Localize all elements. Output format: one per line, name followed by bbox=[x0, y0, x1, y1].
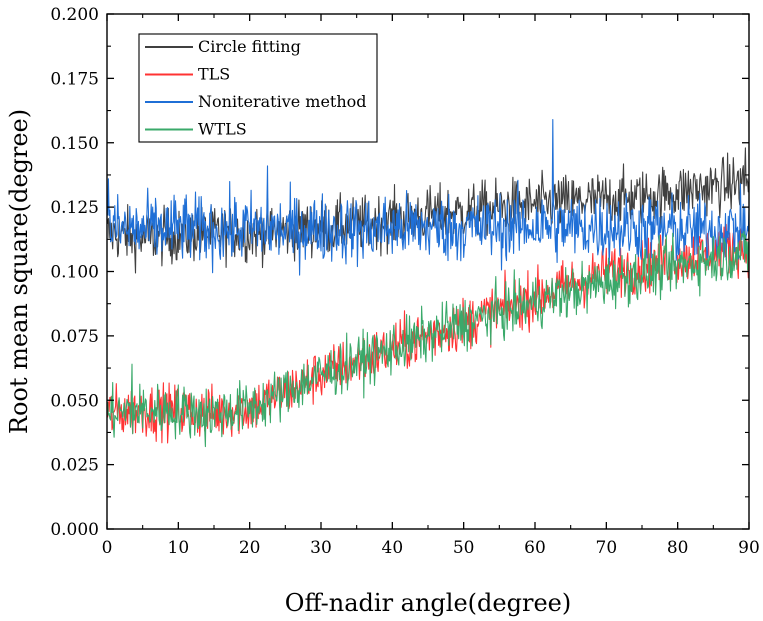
series-layer bbox=[106, 119, 750, 448]
legend: Circle fitting TLS Noniterative method WTLS bbox=[138, 33, 378, 143]
x-tick-label: 0 bbox=[102, 538, 113, 558]
legend-label-noniterative-method: Noniterative method bbox=[198, 92, 367, 111]
y-tick-label: 0.050 bbox=[50, 391, 99, 411]
x-tick-label: 50 bbox=[453, 538, 475, 558]
x-tick-label: 70 bbox=[596, 538, 618, 558]
legend-label-wtls: WTLS bbox=[198, 120, 247, 139]
x-tick-label: 40 bbox=[382, 538, 404, 558]
series-line-wtls bbox=[106, 231, 750, 448]
y-axis-title: Root mean square(degree) bbox=[5, 109, 33, 434]
x-tick-label: 90 bbox=[738, 538, 760, 558]
axes-layer bbox=[106, 13, 750, 530]
y-tick-label: 0.000 bbox=[50, 520, 99, 540]
x-tick-label: 80 bbox=[667, 538, 689, 558]
x-tick-label: 10 bbox=[168, 538, 190, 558]
labels-layer: 0.000 0.025 0.050 0.075 0.100 0.125 0.150 0.175… bbox=[50, 5, 759, 558]
x-tick-label: 20 bbox=[239, 538, 261, 558]
legend-box bbox=[138, 33, 378, 143]
x-axis-title: Off-nadir angle(degree) bbox=[285, 589, 571, 617]
y-tick-label: 0.125 bbox=[50, 198, 99, 218]
y-tick-label: 0.025 bbox=[50, 456, 99, 476]
legend-label-circle-fitting: Circle fitting bbox=[198, 37, 301, 56]
series-line-noniterative-method bbox=[106, 119, 750, 276]
y-tick-label: 0.100 bbox=[50, 263, 99, 283]
x-tick-label: 60 bbox=[524, 538, 546, 558]
y-tick-label: 0.200 bbox=[50, 5, 99, 25]
x-tick-label: 30 bbox=[310, 538, 332, 558]
y-tick-label: 0.150 bbox=[50, 134, 99, 154]
legend-label-tls: TLS bbox=[198, 65, 230, 84]
y-tick-label: 0.175 bbox=[50, 69, 99, 89]
y-tick-label: 0.075 bbox=[50, 327, 99, 347]
